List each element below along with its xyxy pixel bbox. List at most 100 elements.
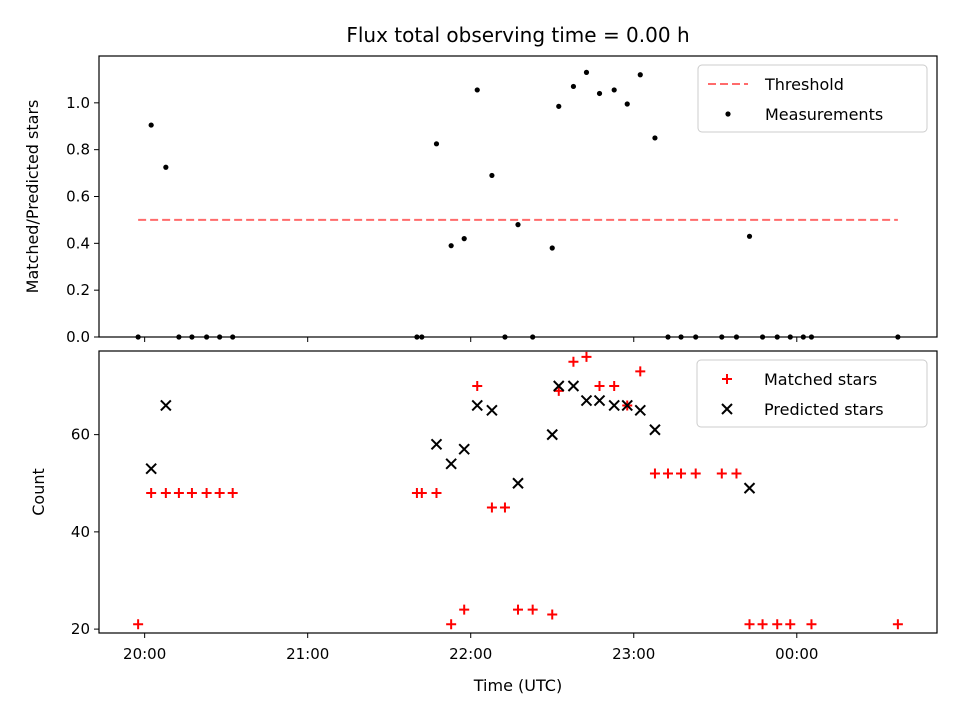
data-point [145,462,157,475]
legend-item: Measurements [725,105,883,124]
bottom-y-axis-label: Count [29,468,48,516]
data-point [513,604,523,615]
data-point [567,380,580,392]
legend: Threshold Measurements [697,64,928,133]
series-matched-stars [133,351,903,630]
legend: Matched stars Predicted stars [696,359,928,428]
data-point [430,438,443,451]
legend-label: Threshold [764,75,844,94]
legend-item: Matched stars [722,370,877,389]
x-tick-label: 23:00 [612,645,655,663]
data-point [160,399,172,412]
legend-swatch [721,403,733,415]
data-point [446,619,457,630]
data-point [634,404,646,417]
data-point [611,87,617,93]
data-point [227,487,238,498]
legend-box [696,359,928,428]
y-tick-label: 0.2 [66,281,90,299]
data-point [486,502,497,513]
data-point [173,487,184,498]
y-tick-label: 20 [71,620,90,638]
data-point [652,135,658,141]
data-point [892,619,903,630]
data-point [676,468,687,479]
data-point [624,101,630,107]
data-point [649,468,660,479]
data-point [214,487,225,498]
data-point [583,69,590,75]
legend-box [697,64,928,133]
y-tick-label: 0.4 [66,234,90,252]
y-tick-label: 0.8 [66,141,90,159]
data-point [662,468,673,479]
data-point [553,385,564,396]
series-predicted-stars [145,380,756,494]
y-tick-label: 0.0 [66,328,90,346]
data-point [746,233,753,239]
data-point [744,619,755,630]
data-point [186,487,197,498]
data-point [201,487,212,498]
y-tick-label: 40 [71,523,90,541]
data-point [146,487,157,498]
legend-label: Predicted stars [764,400,884,419]
legend-label: Measurements [765,105,883,124]
data-point [785,619,796,630]
legend-swatch [725,111,731,117]
data-point [472,381,483,392]
plot-frame [98,350,938,634]
data-point [593,394,606,407]
top-panel: 0.00.20.40.60.81.0ThresholdMeasurements … [23,55,938,346]
data-point [609,381,620,392]
data-point [133,619,144,630]
data-point [512,477,524,489]
data-point [743,482,756,494]
data-point [772,619,783,630]
data-point [458,443,470,455]
data-point [433,141,440,147]
y-tick-label: 60 [71,426,90,444]
data-point [471,399,483,412]
x-axis-label: Time (UTC) [473,676,562,695]
data-point [649,424,661,436]
x-tick-label: 00:00 [775,645,818,663]
bottom-panel: 20 40 60 20:00 21:00 22:00 23:00 00:00 Matched s… [29,350,938,663]
x-tick-label: 20:00 [123,645,166,663]
top-y-axis-label: Matched/Predicted stars [23,100,42,294]
data-point [690,468,701,479]
data-point [461,236,467,242]
data-point [486,404,498,417]
data-point [608,399,620,412]
data-point [527,604,538,615]
data-point [637,72,643,78]
data-point [160,487,171,498]
data-point [581,351,592,362]
data-point [570,83,577,90]
data-point [806,619,817,630]
data-point [621,399,633,412]
data-point [716,468,727,479]
x-tick-label: 21:00 [286,645,329,663]
data-point [448,243,454,249]
data-point [431,487,442,498]
data-point [580,394,593,407]
data-point [731,468,742,479]
legend-item: Threshold [708,75,844,94]
data-point [459,604,470,615]
data-point [474,87,480,93]
data-point [547,609,558,620]
data-point [635,366,646,377]
y-tick-label: 0.6 [66,188,90,206]
data-point [594,381,605,392]
chart-title: Flux total observing time = 0.00 h [346,23,689,47]
x-tick-label: 22:00 [449,645,492,663]
data-point [499,502,510,513]
legend-item: Predicted stars [721,400,884,419]
data-point [596,90,603,97]
data-point [549,245,555,251]
data-point [556,103,562,109]
data-point [515,222,521,228]
data-point [553,380,565,392]
